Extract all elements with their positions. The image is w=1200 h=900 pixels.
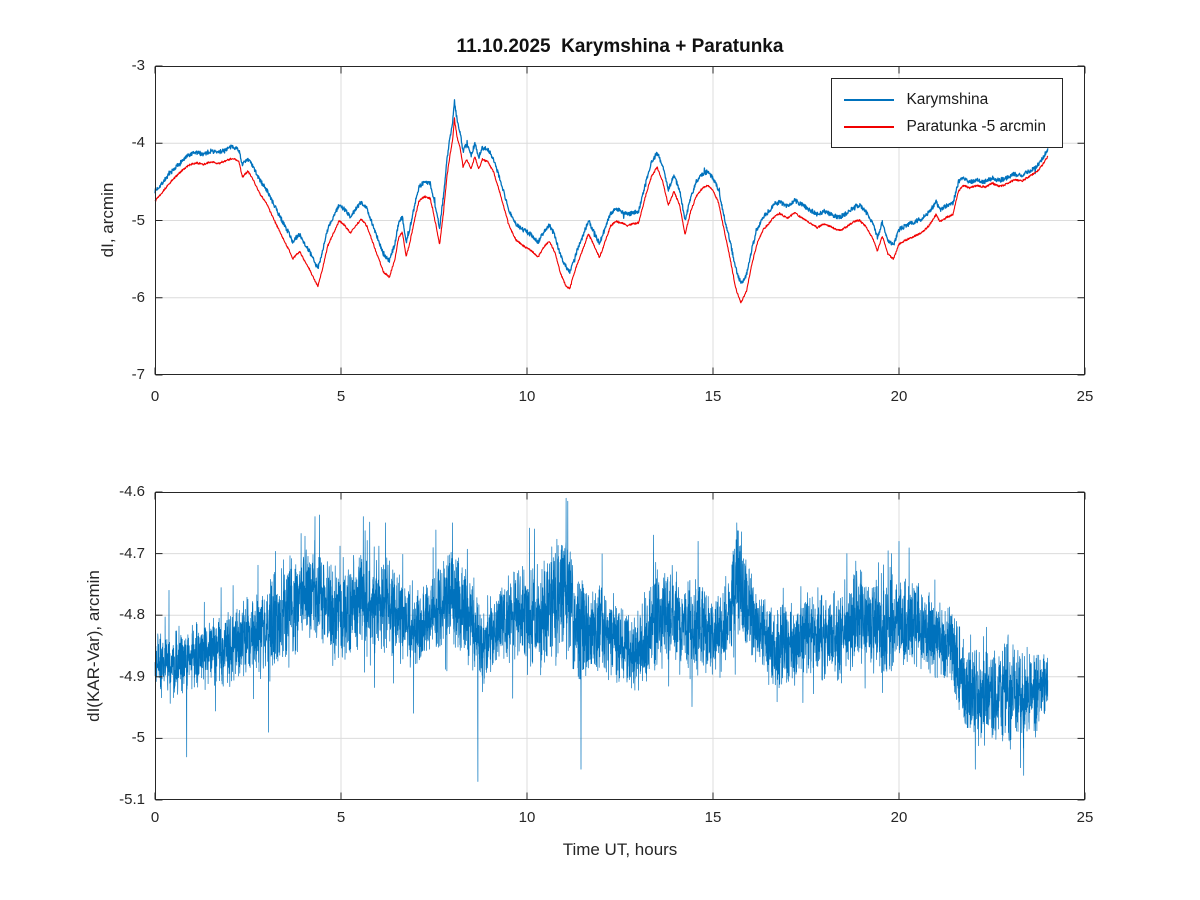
bottom-plot-y-tick-label: -4.6	[119, 483, 145, 500]
top-plot-x-tick-label: 0	[150, 388, 160, 405]
bottom-plot-canvas	[154, 491, 1086, 801]
legend-karymshina-label: Karymshina	[906, 90, 989, 108]
paratunka-series-line	[154, 117, 1049, 304]
bottom-y-axis-label: dI(KAR-Var), arcmin	[84, 570, 103, 722]
bottom-plot-y-tick-label: -5.1	[119, 791, 145, 808]
bottom-plot-y-tick-label: -5	[131, 729, 145, 746]
legend-karymshina-row: Karymshina	[844, 86, 1046, 113]
bottom-plot-x-tick-label: 10	[518, 809, 536, 826]
bottom-plot-y-tick-label: -4.7	[119, 545, 145, 562]
top-plot-y-tick-label: -7	[131, 366, 145, 383]
top-plot-y-tick-label: -3	[131, 57, 145, 74]
bottom-plot-x-tick-label: 25	[1076, 809, 1094, 826]
legend-paratunka-row: Paratunka -5 arcmin	[844, 113, 1046, 140]
top-plot-y-tick-label: -5	[131, 212, 145, 229]
legend: Karymshina Paratunka -5 arcmin	[831, 78, 1063, 148]
top-plot: Karymshina Paratunka -5 arcmin	[154, 65, 1086, 376]
top-plot-x-tick-label: 15	[704, 388, 722, 405]
top-plot-x-tick-label: 25	[1076, 388, 1094, 405]
top-plot-x-tick-label: 10	[518, 388, 536, 405]
x-axis-label: Time UT, hours	[562, 840, 678, 859]
legend-paratunka-label: Paratunka -5 arcmin	[906, 117, 1046, 135]
chart-title: 11.10.2025 Karymshina + Paratunka	[456, 36, 784, 57]
bottom-plot-x-tick-label: 15	[704, 809, 722, 826]
bottom-plot-x-tick-label: 20	[890, 809, 908, 826]
karymshina-line-sample	[844, 98, 895, 101]
bottom-plot-y-tick-label: -4.8	[119, 606, 145, 623]
top-plot-x-tick-label: 20	[890, 388, 908, 405]
bottom-plot-x-tick-label: 5	[336, 809, 346, 826]
top-plot-y-tick-label: -4	[131, 134, 145, 151]
paratunka-line-sample	[844, 125, 895, 128]
karymshina-series-line	[154, 99, 1049, 284]
bottom-plot	[154, 491, 1086, 801]
bottom-plot-x-tick-label: 0	[150, 809, 160, 826]
kar-var-difference-line	[154, 497, 1049, 782]
top-plot-x-tick-label: 5	[336, 388, 346, 405]
top-plot-canvas	[154, 65, 1086, 376]
top-plot-y-tick-label: -6	[131, 289, 145, 306]
bottom-plot-y-tick-label: -4.9	[119, 668, 145, 685]
